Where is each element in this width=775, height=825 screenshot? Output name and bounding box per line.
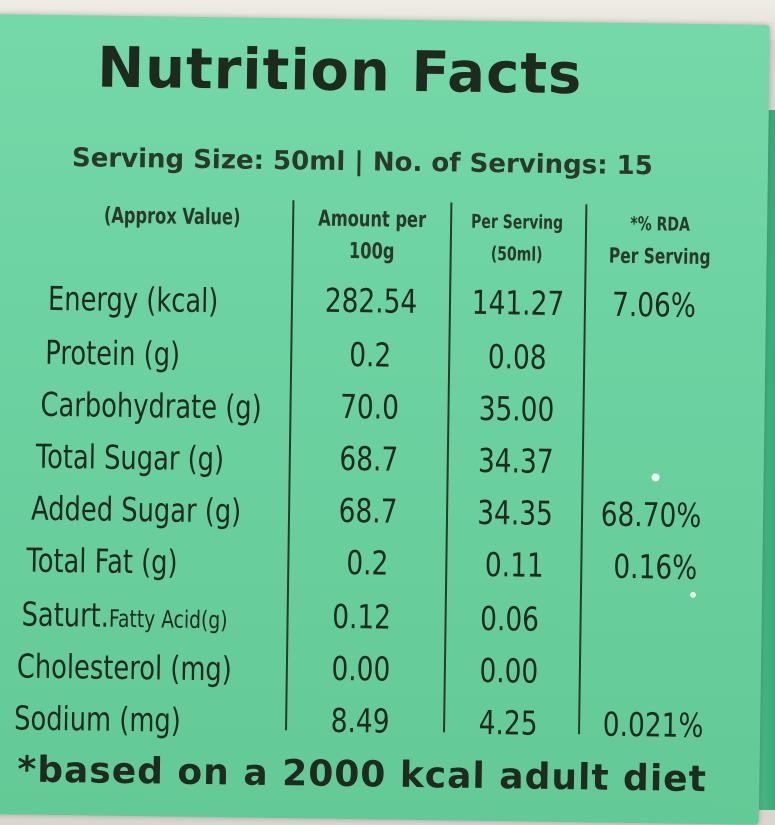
header-per100-line2: 100g (348, 239, 395, 265)
glare-speck (689, 591, 696, 598)
header-per100-line1: Amount per (318, 206, 427, 234)
header-rda-line2: Per Serving (608, 243, 711, 270)
label-title: Nutrition Facts (96, 35, 583, 108)
header-serving-line1: Per Serving (470, 210, 564, 235)
serving-value: 34.35 (477, 492, 554, 533)
serving-value: 0.11 (484, 544, 545, 585)
column-divider (578, 204, 588, 735)
per100-value: 0.2 (346, 543, 389, 583)
per100-value: 0.00 (331, 648, 391, 689)
nutrient-label: Total Fat (g) (26, 540, 178, 582)
rda-value: 7.06% (611, 284, 697, 325)
nutrient-label: Sodium (mg) (13, 698, 182, 740)
per100-value: 68.7 (338, 490, 398, 531)
nutrient-label: Saturt.Fatty Acid(g) (21, 595, 227, 637)
nutrient-label: Added Sugar (g) (30, 488, 242, 531)
serving-value: 141.27 (471, 282, 565, 324)
footnote: *based on a 2000 kcal adult diet (17, 749, 708, 801)
serving-value: 0.08 (487, 336, 547, 377)
rda-value: 68.70% (600, 494, 702, 535)
rda-value: 0.021% (602, 704, 704, 746)
column-divider (443, 202, 453, 733)
serving-value: 0.06 (479, 598, 540, 639)
column-divider (285, 200, 295, 731)
header-rda-line1: *% RDA (630, 212, 691, 236)
nutrient-label-main: Saturt. (21, 594, 110, 635)
serving-info: Serving Size: 50ml | No. of Servings: 15 (71, 143, 654, 182)
per100-value: 70.0 (339, 386, 400, 427)
header-approx: (Approx Value) (103, 203, 241, 231)
nutrient-label: Energy (kcal) (47, 278, 219, 321)
nutrient-label: Cholesterol (mg) (16, 646, 233, 689)
nutrient-label-sub: Fatty Acid(g) (108, 604, 228, 635)
nutrition-label: Nutrition Facts Serving Size: 50ml | No.… (0, 14, 770, 825)
per100-value: 0.12 (331, 596, 392, 637)
nutrient-label: Total Sugar (g) (35, 436, 225, 479)
per100-value: 0.2 (349, 335, 392, 375)
serving-value: 35.00 (478, 388, 555, 429)
glare-speck (651, 473, 660, 482)
per100-value: 282.54 (324, 280, 418, 321)
nutrient-label: Carbohydrate (g) (40, 384, 262, 427)
per100-value: 8.49 (330, 700, 390, 741)
header-serving-line2: (50ml) (490, 243, 543, 266)
rda-value: 0.16% (613, 546, 698, 587)
serving-value: 4.25 (478, 702, 538, 743)
serving-value: 0.00 (479, 650, 539, 691)
nutrient-label: Protein (g) (45, 332, 181, 374)
serving-value: 34.37 (477, 440, 554, 481)
per100-value: 68.7 (339, 438, 399, 479)
